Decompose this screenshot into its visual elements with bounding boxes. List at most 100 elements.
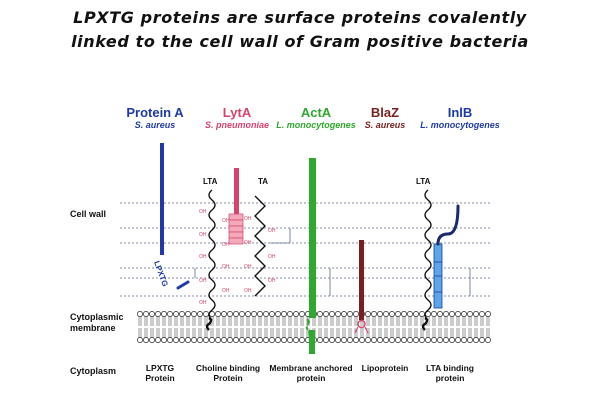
lipid-tail — [384, 316, 388, 326]
label-cytoplasm: Cytoplasm — [70, 366, 117, 376]
lipid-tail — [450, 328, 454, 338]
lipid-head — [395, 311, 401, 317]
lipid-head — [317, 337, 323, 343]
lipid-head — [485, 337, 491, 343]
protein-a-species: S. aureus — [134, 120, 176, 130]
protein-a-shape: LPXTG — [152, 143, 190, 290]
lipid-tail — [186, 328, 190, 338]
lipid-tail — [270, 328, 274, 338]
lipid-tail — [168, 316, 172, 326]
lipid-tail — [402, 328, 406, 338]
lipid-head — [383, 311, 389, 317]
teichoic-acid-chain — [254, 195, 266, 297]
lipid-head — [167, 337, 173, 343]
lipid-tail — [264, 316, 268, 326]
lipid-tail — [264, 328, 268, 338]
lipid-tail — [228, 316, 232, 326]
lipid-head — [155, 337, 161, 343]
lipid-head — [443, 337, 449, 343]
lipid-tail — [336, 316, 340, 326]
lipid-head — [323, 337, 329, 343]
header-lyta: LytA S. pneumoniae — [192, 105, 282, 130]
caption-protein-a: LPXTG Protein — [135, 363, 185, 383]
lipid-head — [383, 337, 389, 343]
lipid-tail — [372, 328, 376, 338]
oh-label: OH — [268, 228, 276, 234]
lipid-head — [203, 311, 209, 317]
lipid-tail — [312, 316, 316, 326]
protein-a-name: Protein A — [126, 105, 184, 120]
lipid-head — [425, 337, 431, 343]
lipid-head — [485, 311, 491, 317]
label-ta: TA — [258, 177, 269, 186]
lipid-head — [299, 311, 305, 317]
lipid-head — [143, 311, 149, 317]
lipid-head — [395, 337, 401, 343]
lyta-shape — [228, 168, 244, 245]
lipid-head — [215, 337, 221, 343]
label-cytoplasmic: Cytoplasmic — [70, 312, 124, 322]
lipid-tail — [180, 328, 184, 338]
caption-protein-a-2: Protein — [145, 373, 175, 383]
lta-chain-left — [208, 189, 216, 321]
oh-label: OH — [222, 218, 230, 224]
caption-acta: Membrane anchored protein — [266, 363, 356, 383]
lipid-tail — [150, 316, 154, 326]
lipid-tail — [456, 328, 460, 338]
lipid-tail — [252, 316, 256, 326]
lipid-head — [233, 311, 239, 317]
lipid-tail — [192, 328, 196, 338]
lipid-tail — [138, 328, 142, 338]
lipid-head — [299, 337, 305, 343]
caption-inlb-2: protein — [435, 373, 465, 383]
blaz-shape — [354, 240, 369, 334]
oh-label: OH — [268, 254, 276, 260]
lipid-head — [329, 337, 335, 343]
lipid-head — [233, 337, 239, 343]
lipid-tail — [366, 316, 370, 326]
lipid-head — [401, 337, 407, 343]
lipid-tail — [408, 328, 412, 338]
lipid-tail — [390, 316, 394, 326]
lipid-tail — [222, 316, 226, 326]
lipid-head — [467, 311, 473, 317]
lipid-tail — [324, 316, 328, 326]
caption-inlb-1: LTA binding — [426, 363, 474, 373]
lipid-tail — [450, 316, 454, 326]
lipid-head — [341, 311, 347, 317]
lipid-tail — [408, 316, 412, 326]
lipid-tail — [240, 328, 244, 338]
lipid-head — [221, 337, 227, 343]
lipid-head — [179, 337, 185, 343]
oh-label: OH — [244, 240, 252, 246]
cell-wall-layers — [120, 202, 490, 297]
lipid-tail — [444, 328, 448, 338]
lipid-head — [371, 337, 377, 343]
lipid-tail — [486, 316, 490, 326]
lipid-head — [191, 311, 197, 317]
lipid-head — [227, 337, 233, 343]
lipid-tail — [420, 328, 424, 338]
lipid-tail — [216, 328, 220, 338]
lipid-head — [293, 337, 299, 343]
lipid-tail — [270, 316, 274, 326]
lipid-head — [407, 311, 413, 317]
lpxtg-motif-label: LPXTG — [152, 260, 170, 288]
lipid-head — [149, 337, 155, 343]
lipid-tail — [444, 316, 448, 326]
oh-label: OH — [199, 254, 207, 260]
lipid-tail — [288, 328, 292, 338]
caption-inlb: LTA binding protein — [415, 363, 485, 383]
lipid-head — [455, 311, 461, 317]
lipid-head — [449, 311, 455, 317]
label-lta-left: LTA — [203, 177, 218, 186]
lipid-head — [413, 337, 419, 343]
lipid-head — [281, 337, 287, 343]
caption-acta-1: Membrane anchored — [269, 363, 353, 373]
lipid-head — [263, 337, 269, 343]
lipid-head — [185, 311, 191, 317]
lipid-tail — [348, 328, 352, 338]
lipid-head — [413, 311, 419, 317]
lipid-tail — [462, 316, 466, 326]
